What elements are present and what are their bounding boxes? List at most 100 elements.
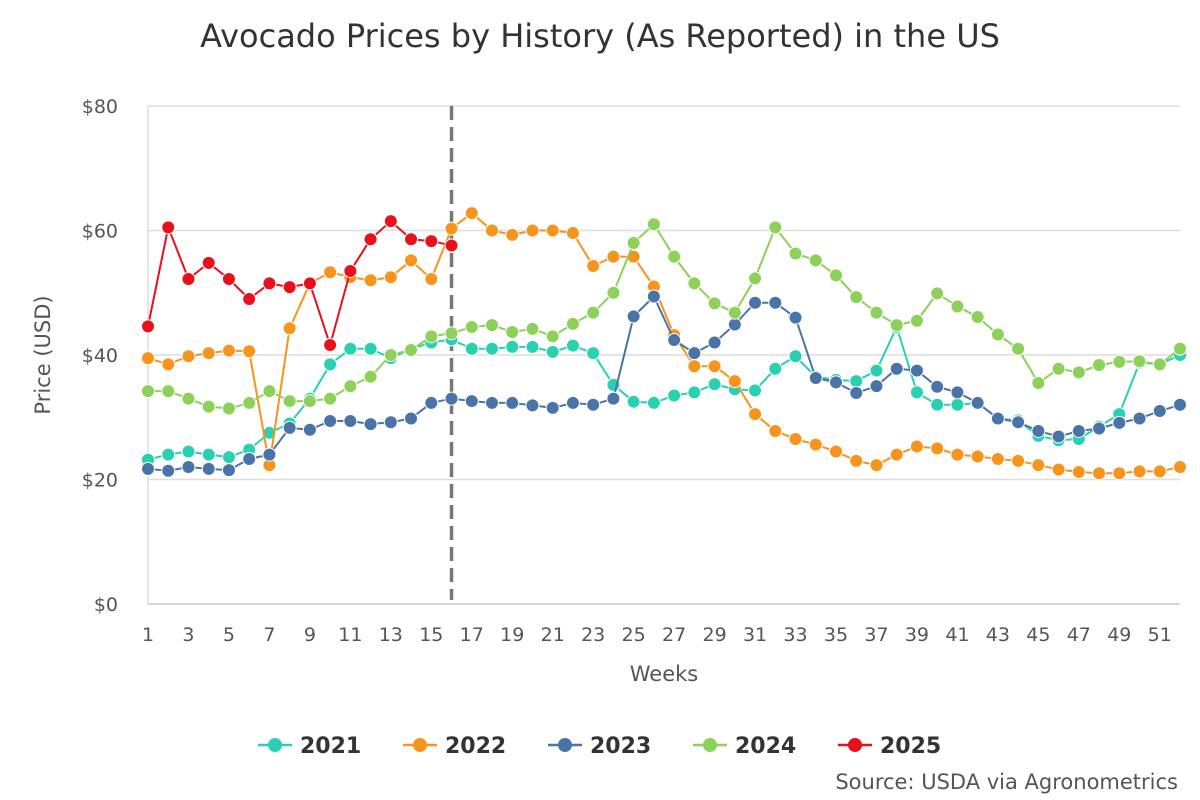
data-point-2022-week-5[interactable]: [221, 343, 236, 358]
data-point-2025-week-11[interactable]: [343, 263, 358, 278]
data-point-2025-week-8[interactable]: [282, 280, 297, 295]
data-point-2022-week-6[interactable]: [242, 344, 257, 359]
legend-item-2025[interactable]: 2025: [838, 734, 941, 759]
data-point-2021-week-28[interactable]: [687, 385, 702, 400]
data-point-2023-week-30[interactable]: [727, 317, 742, 332]
data-point-2023-week-5[interactable]: [221, 463, 236, 478]
data-point-2024-week-47[interactable]: [1071, 365, 1086, 380]
data-point-2023-week-49[interactable]: [1112, 415, 1127, 430]
data-point-2024-week-26[interactable]: [646, 217, 661, 232]
data-point-2021-week-20[interactable]: [525, 339, 540, 354]
data-point-2024-week-17[interactable]: [464, 319, 479, 334]
data-point-2023-week-33[interactable]: [788, 310, 803, 325]
data-point-2022-week-47[interactable]: [1071, 465, 1086, 480]
data-point-2021-week-26[interactable]: [646, 395, 661, 410]
data-point-2022-week-4[interactable]: [201, 346, 216, 361]
data-point-2021-week-18[interactable]: [485, 341, 499, 356]
data-point-2021-week-37[interactable]: [869, 363, 884, 378]
data-point-2023-week-25[interactable]: [626, 309, 641, 324]
data-point-2023-week-19[interactable]: [505, 395, 520, 410]
data-point-2024-week-21[interactable]: [545, 329, 560, 344]
data-point-2025-week-10[interactable]: [323, 338, 338, 353]
data-point-2022-week-39[interactable]: [909, 439, 924, 454]
data-point-2024-week-28[interactable]: [687, 276, 702, 291]
data-point-2024-week-32[interactable]: [768, 220, 783, 235]
data-point-2023-week-27[interactable]: [667, 333, 682, 348]
data-point-2024-week-12[interactable]: [363, 369, 378, 384]
data-point-2024-week-46[interactable]: [1051, 361, 1066, 376]
data-point-2023-week-32[interactable]: [768, 295, 783, 310]
data-point-2024-week-11[interactable]: [343, 379, 358, 394]
data-point-2022-week-40[interactable]: [930, 441, 945, 456]
data-point-2021-week-27[interactable]: [667, 388, 682, 403]
data-point-2022-week-13[interactable]: [383, 270, 398, 285]
data-point-2023-week-46[interactable]: [1051, 429, 1066, 444]
data-point-2023-week-51[interactable]: [1152, 404, 1167, 419]
data-point-2023-week-47[interactable]: [1071, 423, 1086, 438]
data-point-2024-week-23[interactable]: [586, 305, 601, 320]
data-point-2022-week-17[interactable]: [464, 206, 479, 221]
data-point-2022-week-14[interactable]: [404, 253, 419, 268]
data-point-2022-week-50[interactable]: [1132, 464, 1147, 479]
data-point-2023-week-9[interactable]: [302, 422, 317, 437]
data-point-2023-week-23[interactable]: [586, 397, 601, 412]
data-point-2024-week-42[interactable]: [970, 310, 985, 325]
data-point-2024-week-48[interactable]: [1092, 357, 1107, 372]
data-point-2023-week-3[interactable]: [181, 460, 196, 475]
data-point-2024-week-51[interactable]: [1152, 357, 1167, 372]
data-point-2022-week-18[interactable]: [485, 223, 499, 238]
data-point-2025-week-5[interactable]: [221, 272, 236, 287]
data-point-2023-week-7[interactable]: [262, 447, 277, 462]
data-point-2024-week-15[interactable]: [424, 329, 439, 344]
data-point-2024-week-22[interactable]: [565, 316, 580, 331]
data-point-2022-week-42[interactable]: [970, 449, 985, 464]
data-point-2024-week-49[interactable]: [1112, 354, 1127, 369]
data-point-2024-week-44[interactable]: [1011, 341, 1026, 356]
data-point-2025-week-3[interactable]: [181, 272, 196, 287]
data-point-2022-week-10[interactable]: [323, 265, 338, 280]
data-point-2022-week-43[interactable]: [990, 451, 1005, 466]
data-point-2023-week-48[interactable]: [1092, 421, 1107, 436]
data-point-2023-week-1[interactable]: [141, 461, 155, 476]
data-point-2023-week-45[interactable]: [1031, 423, 1046, 438]
data-point-2024-week-18[interactable]: [485, 318, 499, 333]
data-point-2024-week-43[interactable]: [990, 327, 1005, 342]
data-point-2025-week-15[interactable]: [424, 234, 439, 249]
data-point-2024-week-37[interactable]: [869, 305, 884, 320]
legend-item-2022[interactable]: 2022: [403, 734, 506, 759]
data-point-2024-week-27[interactable]: [667, 249, 682, 264]
data-point-2024-week-4[interactable]: [201, 399, 216, 414]
data-point-2021-week-36[interactable]: [849, 374, 864, 389]
data-point-2024-week-40[interactable]: [930, 286, 945, 301]
data-point-2022-week-1[interactable]: [141, 351, 155, 366]
data-point-2023-week-41[interactable]: [950, 385, 965, 400]
data-point-2024-week-6[interactable]: [242, 395, 257, 410]
legend-item-2024[interactable]: 2024: [693, 734, 796, 759]
data-point-2021-week-10[interactable]: [323, 357, 338, 372]
data-point-2025-week-4[interactable]: [201, 255, 216, 270]
data-point-2021-week-3[interactable]: [181, 444, 196, 459]
data-point-2023-week-6[interactable]: [242, 451, 257, 466]
data-point-2022-week-46[interactable]: [1051, 462, 1066, 477]
data-point-2022-week-23[interactable]: [586, 258, 601, 273]
data-point-2021-week-31[interactable]: [748, 383, 763, 398]
data-point-2023-week-42[interactable]: [970, 395, 985, 410]
data-point-2022-week-37[interactable]: [869, 458, 884, 473]
data-point-2023-week-28[interactable]: [687, 346, 702, 361]
data-point-2023-week-13[interactable]: [383, 415, 398, 430]
legend-item-2023[interactable]: 2023: [548, 734, 651, 759]
data-point-2023-week-8[interactable]: [282, 420, 297, 435]
data-point-2021-week-39[interactable]: [909, 385, 924, 400]
data-point-2024-week-34[interactable]: [808, 253, 823, 268]
data-point-2022-week-24[interactable]: [606, 249, 621, 264]
data-point-2024-week-20[interactable]: [525, 321, 540, 336]
data-point-2023-week-15[interactable]: [424, 395, 439, 410]
data-point-2024-week-35[interactable]: [829, 268, 843, 283]
data-point-2021-week-23[interactable]: [586, 346, 601, 361]
data-point-2022-week-45[interactable]: [1031, 458, 1046, 473]
data-point-2021-week-17[interactable]: [464, 341, 479, 356]
data-point-2023-week-29[interactable]: [707, 335, 722, 350]
data-point-2022-week-21[interactable]: [545, 223, 560, 238]
data-point-2022-week-29[interactable]: [707, 359, 722, 374]
data-point-2025-week-6[interactable]: [242, 291, 257, 306]
